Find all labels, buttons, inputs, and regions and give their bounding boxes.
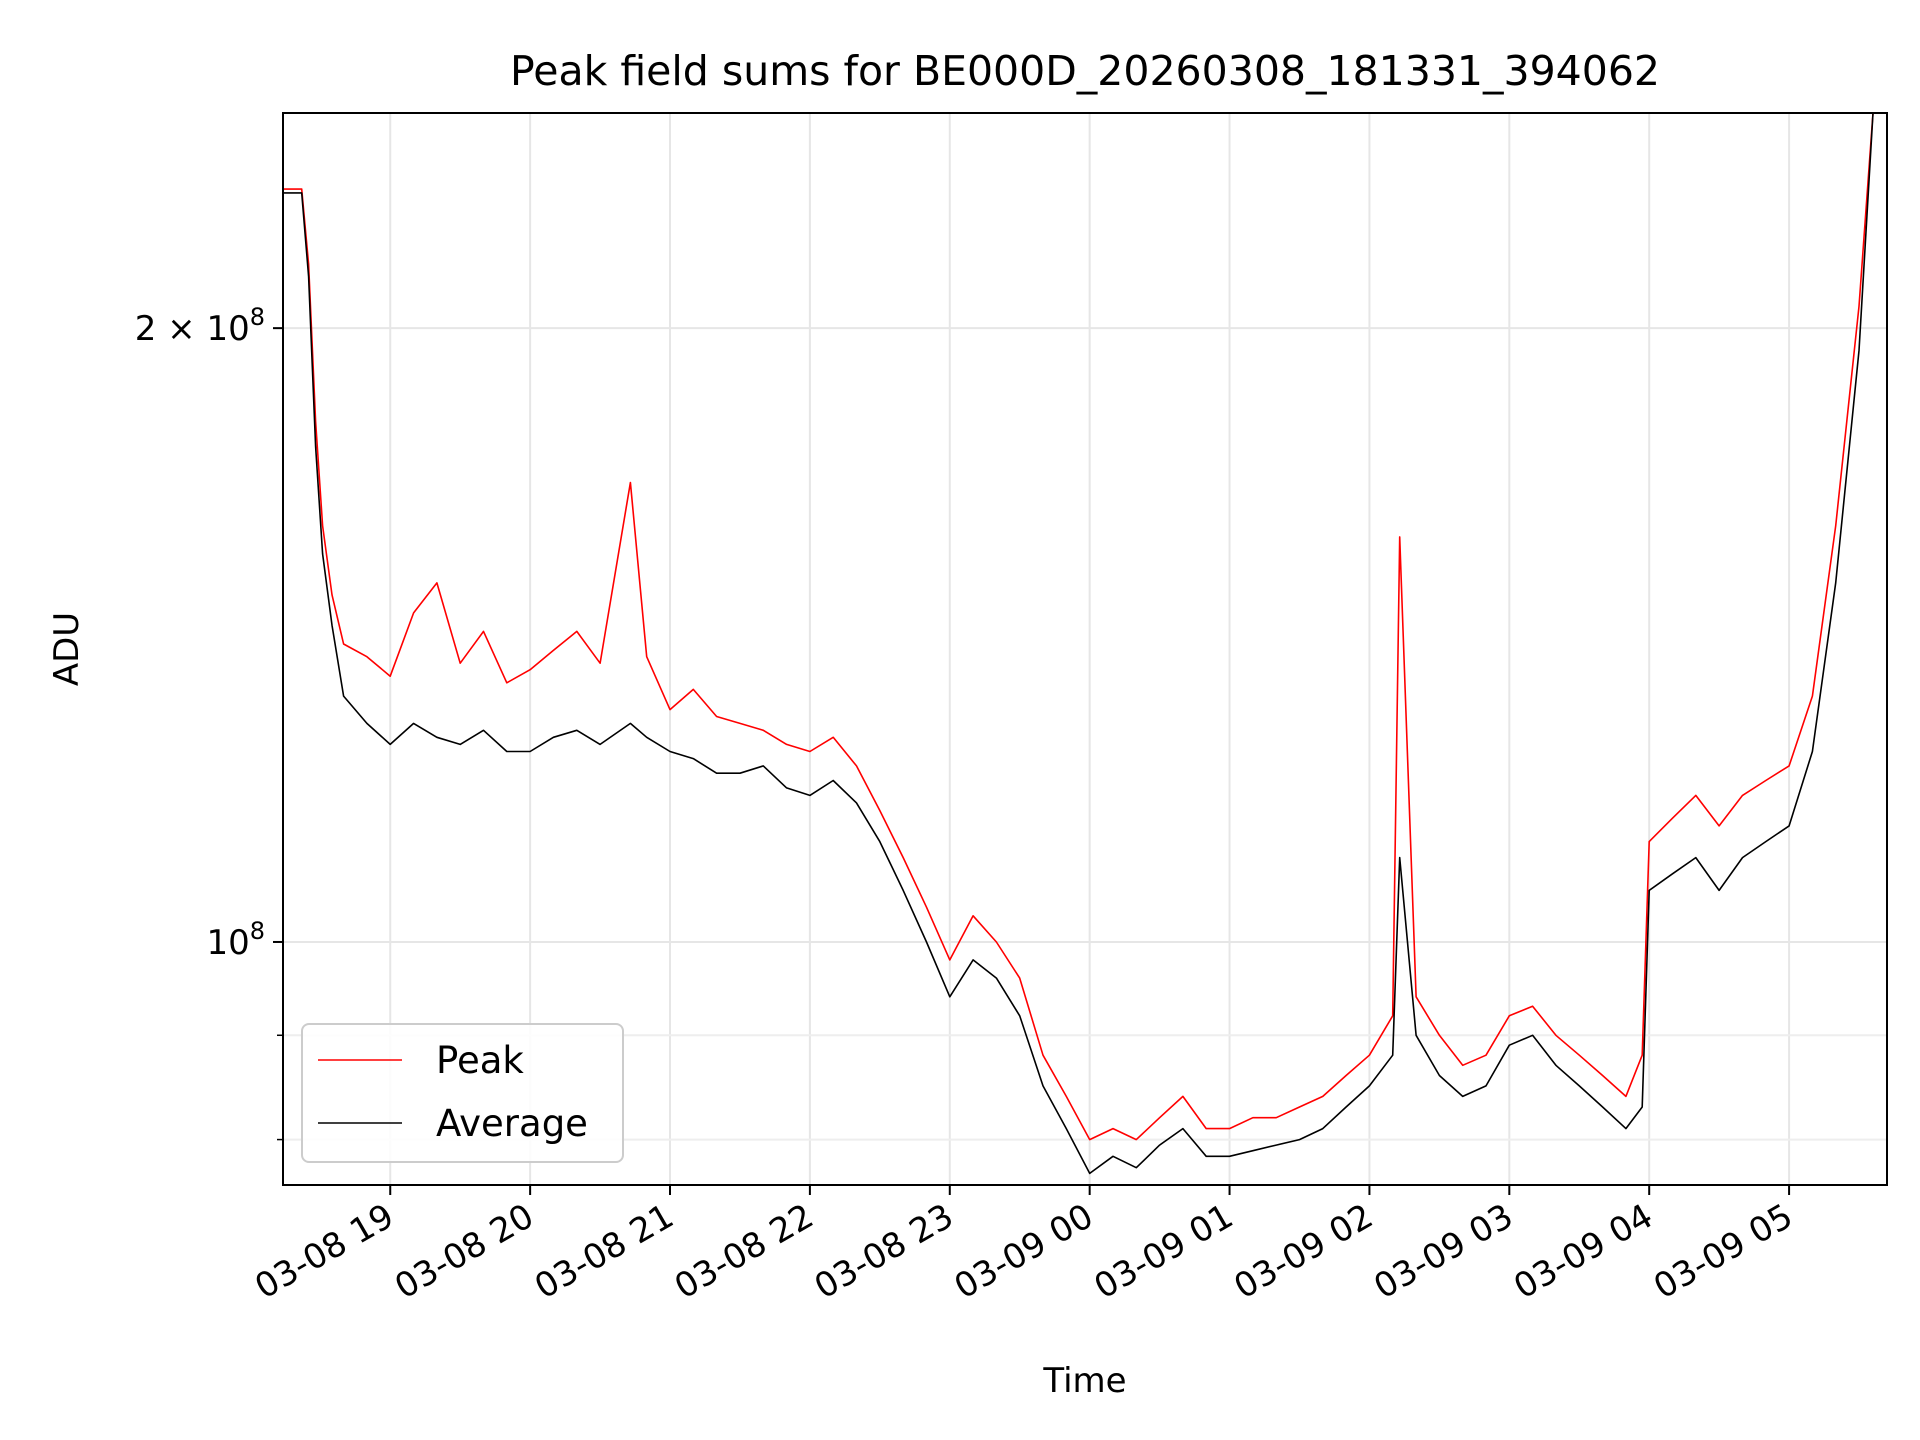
y-axis-label: ADU: [47, 612, 87, 686]
x-tick-label: 03-08 19: [248, 1196, 400, 1307]
x-tick-label: 03-09 01: [1088, 1196, 1240, 1307]
x-tick-label: 03-09 00: [948, 1196, 1100, 1307]
legend-box: [301, 1023, 624, 1163]
series-layer: [283, 113, 1874, 1175]
x-tick-label: 03-09 04: [1507, 1196, 1659, 1307]
chart-title: Peak field sums for BE000D_20260308_1813…: [510, 47, 1660, 95]
x-tick-label: 03-09 05: [1647, 1196, 1799, 1307]
legend-label-average: Average: [436, 1102, 588, 1145]
y-axis: 108 2 × 108: [135, 303, 283, 1141]
plot-frame: [282, 112, 1888, 1186]
grid: [283, 113, 1887, 1185]
series-line-peak: [283, 113, 1874, 1141]
x-tick-label: 03-09 02: [1228, 1196, 1380, 1307]
y-tick-exponent: 8: [250, 917, 265, 945]
y-tick-exponent: 8: [250, 303, 265, 331]
legend: Peak Average: [301, 1023, 624, 1163]
legend-label-peak: Peak: [436, 1039, 524, 1082]
y-tick-label: 108: [206, 917, 265, 963]
x-axis-label: Time: [1042, 1361, 1126, 1401]
series-line-average: [283, 113, 1874, 1175]
x-tick-label: 03-08 21: [528, 1196, 680, 1307]
x-tick-label: 03-09 03: [1367, 1196, 1519, 1307]
y-tick-label: 2 × 108: [135, 303, 265, 349]
x-tick-label: 03-08 22: [668, 1196, 820, 1307]
x-tick-label: 03-08 20: [388, 1196, 540, 1307]
x-tick-label: 03-08 23: [808, 1196, 960, 1307]
